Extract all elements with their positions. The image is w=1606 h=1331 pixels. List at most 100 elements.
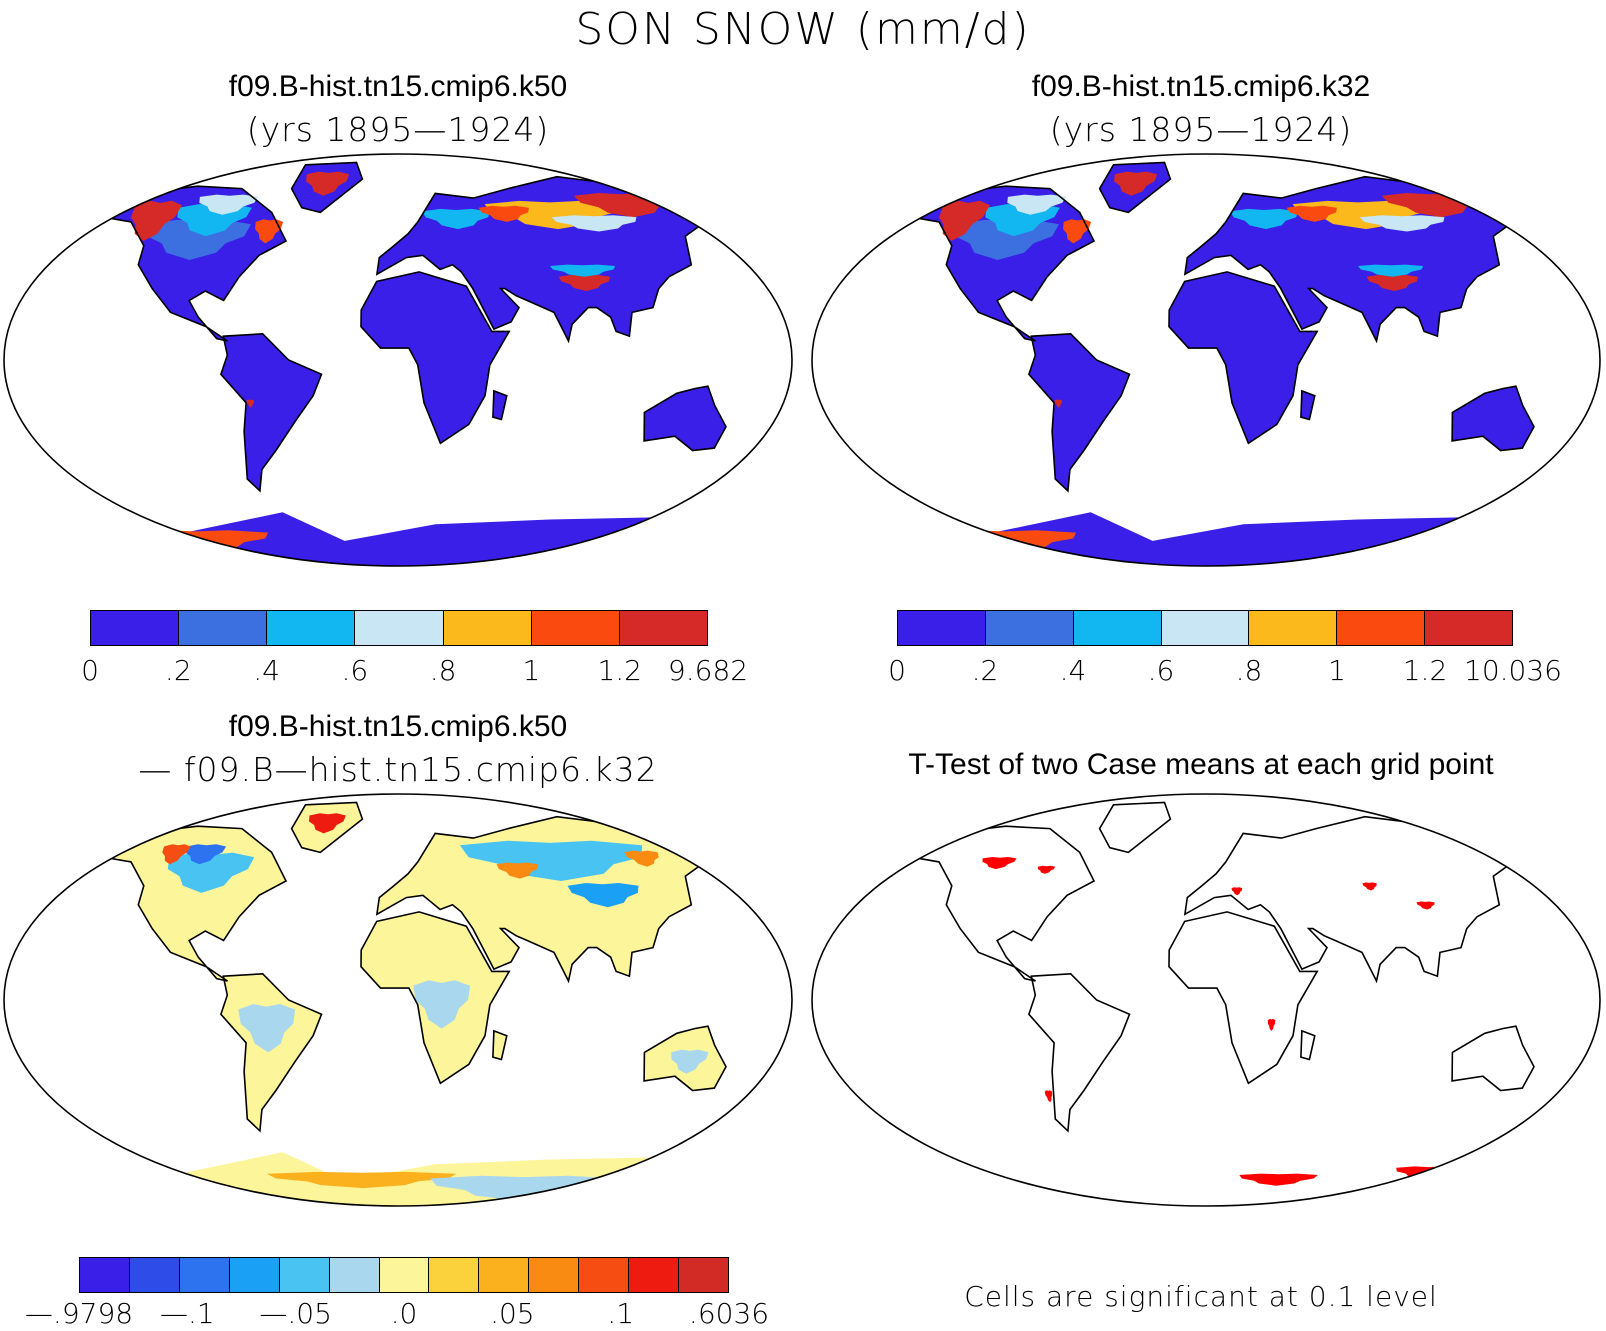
colorbar-swatch <box>91 611 180 645</box>
landmass-madagascar <box>1300 1030 1315 1060</box>
coastline <box>79 825 288 982</box>
panel-case1-title: f09.B-hist.tn15.cmip6.k50 <box>228 70 568 103</box>
value-region <box>246 399 254 408</box>
value-region <box>496 862 538 879</box>
colorbar-case1 <box>90 610 708 646</box>
colorbar-swatch <box>379 1258 430 1292</box>
colorbar-swatch <box>898 611 986 645</box>
map-case2 <box>811 153 1601 567</box>
colorbar-difference-labels: —.9798 —.1 —.05 .0 .05 .1 .6036 <box>25 1297 769 1331</box>
coastline <box>219 332 323 493</box>
coastline <box>643 385 727 452</box>
panel-diff-subtitle: — f09.B—hist.tn15.cmip6.k32 <box>138 750 658 789</box>
colorbar-swatch <box>267 611 356 645</box>
data-overlay <box>125 171 673 551</box>
value-region <box>551 215 637 232</box>
colorbar-tick-label: 9.682 <box>667 654 749 687</box>
colorbar-tick-label: 0 <box>888 654 906 687</box>
colorbar-tick-label: .6 <box>1147 654 1175 687</box>
value-region <box>162 844 191 865</box>
value-region <box>238 1004 296 1053</box>
landmass-africa <box>1169 271 1318 444</box>
map-frame <box>811 793 1601 1207</box>
colorbar-tick-label: .2 <box>164 654 192 687</box>
colorbar-tick-label: .4 <box>253 654 280 687</box>
colorbar-swatch <box>629 1258 680 1292</box>
colorbar-swatch <box>619 611 707 645</box>
colorbar-swatch <box>1337 611 1426 645</box>
landmass-australia <box>1452 1026 1534 1091</box>
value-region <box>1037 865 1056 874</box>
coastline <box>219 972 323 1133</box>
coastline <box>887 825 1096 982</box>
colorbar-case1-labels: 0 .2 .4 .6 .8 1 1.2 9.682 <box>81 654 748 688</box>
value-region <box>938 200 990 241</box>
value-region <box>167 852 255 893</box>
coastline <box>360 271 511 445</box>
value-region <box>1366 274 1418 291</box>
coastline <box>887 185 1096 342</box>
coastline <box>1098 161 1172 214</box>
colorbar-tick-label: .6 <box>341 654 369 687</box>
landmass-africa <box>361 271 510 444</box>
colorbar-swatch <box>529 1258 580 1292</box>
colorbar-swatch <box>279 1258 330 1292</box>
landmass-africa <box>1169 911 1318 1084</box>
panel-case2-title: f09.B-hist.tn15.cmip6.k32 <box>1031 70 1371 103</box>
colorbar-swatch <box>1073 611 1162 645</box>
value-region <box>671 1049 709 1074</box>
colorbar-tick-label: .8 <box>1235 654 1263 687</box>
value-region <box>1239 1173 1318 1186</box>
coastlines <box>887 801 1549 1133</box>
value-region <box>1359 215 1445 232</box>
value-region <box>624 850 659 867</box>
value-region <box>185 844 227 865</box>
coastlines <box>887 161 1549 493</box>
coastline <box>492 1029 508 1061</box>
figure-title: SON SNOW (mm/d) <box>575 4 1031 55</box>
panel-diff-title: f09.B-hist.tn15.cmip6.k50 <box>228 710 568 743</box>
colorbar-tick-label: .2 <box>971 654 999 687</box>
value-region <box>1063 219 1092 244</box>
value-region <box>1044 1090 1053 1103</box>
value-region <box>549 264 616 277</box>
value-region <box>422 208 490 230</box>
value-region <box>459 840 643 881</box>
colorbar-swatch <box>479 1258 530 1292</box>
coastline <box>1451 385 1535 452</box>
landmass-australia <box>644 386 726 451</box>
colorbar-swatch <box>179 1258 230 1292</box>
coastline <box>1183 815 1549 984</box>
coastlines <box>79 161 741 493</box>
value-region <box>309 813 346 834</box>
coastlines <box>79 801 741 1133</box>
colorbar-tick-label: 1 <box>522 654 541 687</box>
coastline <box>1168 911 1319 1085</box>
colorbar-tick-label: .6036 <box>688 1297 770 1330</box>
colorbar-tick-label: —.9798 <box>24 1297 134 1330</box>
colorbar-swatch <box>329 1258 380 1292</box>
colorbar-swatch <box>429 1258 480 1292</box>
coastline <box>360 911 511 1085</box>
coastline <box>1300 1029 1316 1061</box>
colorbar-swatch <box>179 611 268 645</box>
coastline <box>1027 972 1131 1133</box>
value-region <box>558 274 610 291</box>
coastline <box>375 175 741 344</box>
colorbar-tick-label: 1.2 <box>1402 654 1448 687</box>
value-region <box>478 205 529 222</box>
colorbar-swatch <box>355 611 444 645</box>
colorbar-tick-label: .8 <box>429 654 457 687</box>
value-region <box>130 200 182 241</box>
colorbar-swatch <box>1249 611 1338 645</box>
value-region <box>1286 205 1337 222</box>
colorbar-swatch <box>1425 611 1513 645</box>
data-overlay <box>162 813 709 1200</box>
value-region <box>1007 194 1067 215</box>
map-difference <box>3 793 793 1207</box>
value-region <box>1416 901 1435 910</box>
colorbar-swatch <box>129 1258 180 1292</box>
colorbar-case2 <box>897 610 1513 646</box>
colorbar-swatch <box>531 611 620 645</box>
value-region <box>1114 171 1158 196</box>
